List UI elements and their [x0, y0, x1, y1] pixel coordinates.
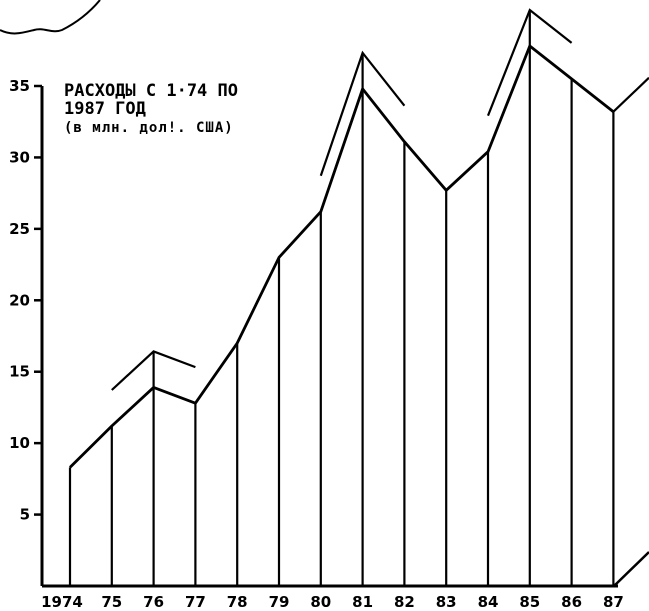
- x-tick-label-87: 87: [603, 593, 624, 611]
- y-axis-ticks: 5 10 15 20 25 30 35: [9, 77, 42, 524]
- x-tick-label-79: 79: [269, 593, 290, 611]
- value-line-extension: [612, 76, 649, 113]
- floor-right-edge: [613, 551, 649, 587]
- y-tick-label-35: 35: [9, 77, 30, 95]
- x-tick-label-76: 76: [143, 593, 164, 611]
- chart-marks: [68, 8, 649, 586]
- x-tick-label-75: 75: [101, 593, 122, 611]
- x-tick-label-81: 81: [352, 593, 373, 611]
- x-tick-label-84: 84: [478, 593, 499, 611]
- decorative-stroke: [0, 0, 101, 35]
- y-tick-label-30: 30: [9, 148, 30, 166]
- x-tick-label-82: 82: [394, 593, 415, 611]
- chart-title-line-1: РАСХОДЫ С 1·74 ПО: [64, 81, 238, 101]
- x-tick-label-78: 78: [227, 593, 248, 611]
- y-tick-label-10: 10: [9, 434, 30, 452]
- chart-title-line-3: (в млн. дол!. США): [64, 120, 234, 136]
- y-tick-label-20: 20: [9, 291, 30, 309]
- y-tick-label-15: 15: [9, 363, 30, 381]
- x-tick-label-80: 80: [310, 593, 331, 611]
- x-axis-ticks: 1974 75 76 77 78 79 80 81 82 83 84 85 86 87: [41, 593, 624, 611]
- x-tick-label-77: 77: [185, 593, 206, 611]
- chart-title-line-2: 1987 ГОД: [64, 99, 146, 119]
- x-tick-label-83: 83: [436, 593, 457, 611]
- area-fill: [70, 46, 614, 586]
- value-line: [69, 44, 615, 469]
- y-tick-label-5: 5: [20, 506, 30, 524]
- x-tick-label-86: 86: [561, 593, 582, 611]
- x-tick-label-85: 85: [519, 593, 540, 611]
- y-tick-label-25: 25: [9, 220, 30, 238]
- x-tick-label-1974: 1974: [41, 593, 83, 611]
